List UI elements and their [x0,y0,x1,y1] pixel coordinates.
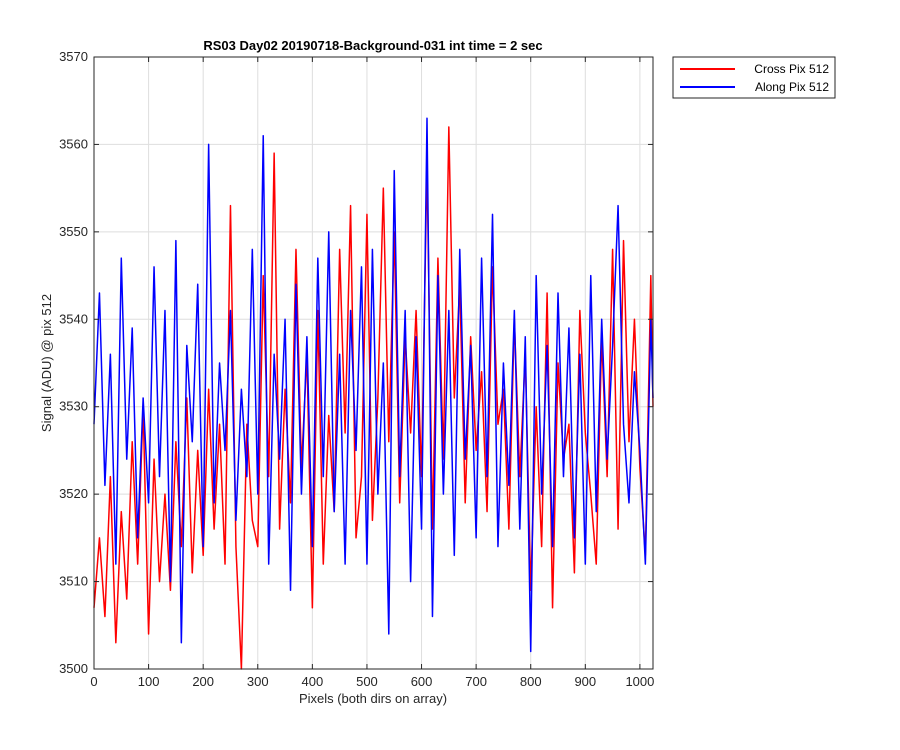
legend-box [672,56,836,99]
plot-area-frame [93,56,654,670]
x-axis-title: Pixels (both dirs on array) [299,691,447,706]
series-line-along-pix [93,117,654,653]
x-tick-label: 200 [192,674,214,689]
x-tick-label: 500 [356,674,378,689]
x-tick-label: 300 [247,674,269,689]
x-tick-label: 900 [574,674,596,689]
y-tick-label: 3530 [59,399,88,414]
y-tick-label: 3570 [59,49,88,64]
grid-lines [94,57,653,669]
chart-title: RS03 Day02 20190718-Background-031 int t… [203,38,542,53]
y-tick-label: 3500 [59,661,88,676]
x-tick-label: 600 [411,674,433,689]
x-tick-label: 100 [138,674,160,689]
x-tick-label: 800 [520,674,542,689]
x-tick-label: 700 [465,674,487,689]
legend: Cross Pix 512 Along Pix 512 [672,56,836,99]
y-tick-label: 3520 [59,486,88,501]
x-tick-label: 400 [302,674,324,689]
y-tick-label: 3560 [59,136,88,151]
axis-ticks: 0 100 200 300 400 500 600 700 800 900 1000 3500 3510… [59,49,654,689]
legend-label-cross-pix: Cross Pix 512 [754,62,829,76]
y-tick-label: 3540 [59,311,88,326]
x-tick-label: 1000 [625,674,654,689]
x-tick-label: 0 [90,674,97,689]
series-layer [93,117,654,670]
y-tick-label: 3510 [59,574,88,589]
y-tick-label: 3550 [59,224,88,239]
legend-label-along-pix: Along Pix 512 [755,80,829,94]
y-axis-title: Signal (ADU) @ pix 512 [39,294,54,432]
